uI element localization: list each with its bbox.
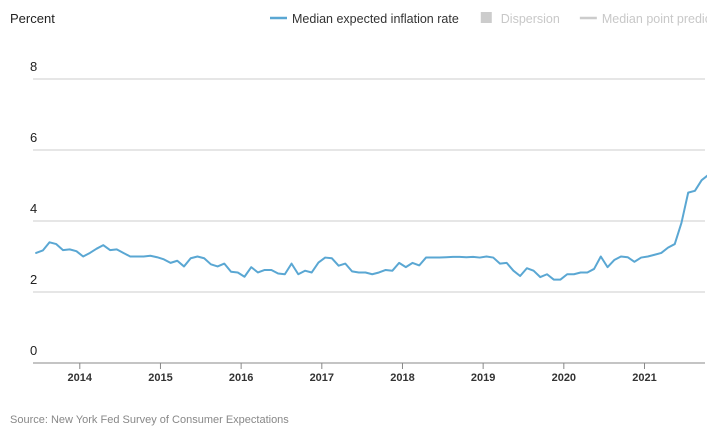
legend-label: Median expected inflation rate bbox=[292, 12, 459, 26]
source-note: Source: New York Fed Survey of Consumer … bbox=[10, 414, 289, 426]
x-axis: 2014 2015 2016 2017 2018 2019 2020 2021 bbox=[68, 363, 657, 384]
y-tick-label: 0 bbox=[30, 343, 37, 358]
x-tick-label: 2016 bbox=[229, 372, 253, 384]
y-axis-title: Percent bbox=[10, 11, 55, 26]
legend-box-swatch bbox=[480, 12, 492, 23]
y-axis-ticks: 0 2 4 6 8 bbox=[30, 59, 37, 358]
legend-item[interactable]: Dispersion bbox=[480, 12, 560, 26]
y-tick-label: 4 bbox=[30, 201, 37, 216]
gridlines bbox=[33, 78, 705, 364]
x-tick-label: 2020 bbox=[552, 372, 576, 384]
legend-label: Dispersion bbox=[501, 12, 560, 26]
legend-item[interactable]: Median expected inflation rate bbox=[270, 12, 459, 26]
y-tick-label: 8 bbox=[30, 59, 37, 74]
series-line bbox=[35, 174, 707, 281]
x-tick-label: 2015 bbox=[148, 372, 172, 384]
x-tick-label: 2017 bbox=[310, 372, 334, 384]
series-layer bbox=[35, 174, 707, 281]
x-tick-label: 2021 bbox=[632, 372, 656, 384]
x-tick-label: 2014 bbox=[68, 372, 93, 384]
legend: Median expected inflation rate Dispersion… bbox=[270, 12, 707, 26]
x-tick-label: 2019 bbox=[471, 372, 495, 384]
legend-label: Median point prediction bbox=[602, 12, 707, 26]
legend-item[interactable]: Median point prediction bbox=[579, 12, 707, 26]
y-tick-label: 6 bbox=[30, 130, 37, 145]
x-tick-label: 2018 bbox=[390, 372, 414, 384]
y-tick-label: 2 bbox=[30, 272, 37, 287]
